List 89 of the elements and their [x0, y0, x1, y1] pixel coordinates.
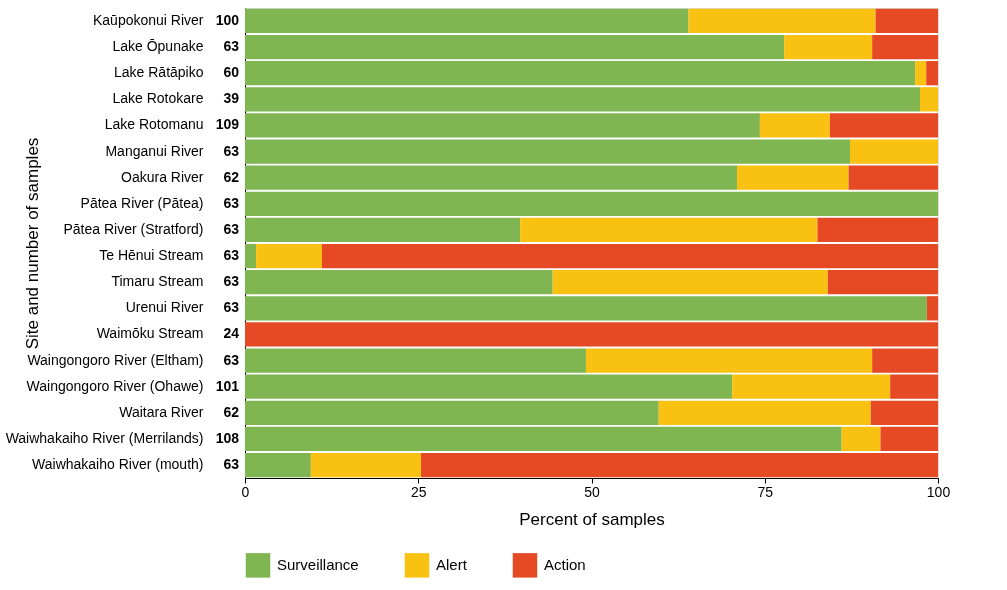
x-tick-label: 100 [926, 483, 951, 500]
bar [245, 34, 785, 60]
text: 108 [215, 429, 240, 446]
bar [915, 61, 927, 86]
text: 39 [223, 90, 240, 107]
bar [245, 348, 586, 373]
text: 63 [223, 220, 240, 237]
text: 109 [215, 116, 240, 133]
bar [890, 374, 938, 399]
bar [245, 426, 842, 452]
bar [520, 217, 818, 243]
bar [245, 452, 311, 478]
text: 63 [223, 194, 240, 211]
bar [245, 61, 916, 86]
text: 63 [223, 456, 240, 473]
bar [245, 191, 938, 216]
bar [245, 165, 738, 190]
bar [688, 8, 876, 34]
y-tick-label: Urenui River [125, 299, 204, 316]
bar [841, 426, 881, 452]
legend-label: Surveillance [277, 556, 359, 574]
y-tick-label: Waiwhakaiho River (Merrilands) [5, 429, 204, 446]
y-tick-label: Waingongoro River (Eltham) [27, 351, 204, 368]
bar [245, 8, 689, 34]
x-tick-label: 50 [584, 483, 600, 500]
bar [784, 34, 873, 60]
bar [848, 165, 938, 190]
bar [827, 270, 938, 295]
bar [421, 452, 938, 478]
bar [321, 243, 938, 269]
bar [256, 243, 322, 269]
text: 62 [223, 168, 240, 185]
bar [817, 217, 938, 243]
bar [875, 8, 938, 34]
bar [870, 400, 938, 425]
text: 63 [223, 247, 240, 264]
y-tick-label: Lake Rotomanu [104, 116, 204, 133]
y-tick-label: Waimōku Stream [96, 325, 204, 342]
y-tick-label: Manganui River [105, 142, 204, 159]
text: 60 [223, 64, 240, 81]
x-tick-label: 25 [410, 483, 427, 500]
bar [926, 296, 938, 321]
y-tick-label: Timaru Stream [111, 273, 204, 290]
x-tick-label: 0 [241, 483, 250, 500]
y-tick-label: Pātea River (Pātea) [80, 194, 204, 211]
bar [245, 296, 927, 321]
bar [926, 61, 938, 86]
y-tick-label: Waitara River [119, 403, 204, 420]
text: 63 [223, 299, 240, 316]
y-tick-label: Kaūpokonui River [92, 11, 204, 28]
y-tick-label: Pātea River (Stratford) [63, 220, 204, 237]
bar [245, 87, 920, 112]
bar [880, 426, 938, 452]
bar [552, 270, 828, 295]
text: 100 [215, 11, 240, 28]
bar [310, 452, 422, 478]
text: 63 [223, 142, 240, 159]
x-tick-label: 75 [757, 483, 774, 500]
y-tick-label: Lake Rātāpiko [113, 64, 204, 81]
bar [585, 348, 873, 373]
text: 101 [215, 377, 240, 394]
bar [245, 374, 733, 399]
bar [658, 400, 871, 425]
bar [732, 374, 891, 399]
y-tick-label: Oakura River [121, 168, 204, 185]
text: 24 [223, 325, 240, 342]
text: 63 [223, 273, 240, 290]
y-tick-label: Lake Ōpunake [112, 38, 204, 55]
text: 62 [223, 403, 240, 420]
bar [245, 400, 659, 425]
legend-label: Alert [436, 556, 468, 574]
y-tick-label: Lake Rotokare [112, 90, 204, 107]
bar [849, 139, 938, 164]
bar [245, 243, 257, 269]
bar [737, 165, 849, 190]
text: 63 [223, 351, 240, 368]
bar [919, 87, 938, 112]
bar [245, 270, 553, 295]
y-tick-label: Waingongoro River (Ohawe) [26, 377, 204, 394]
y-tick-label: Waiwhakaiho River (mouth) [32, 456, 204, 473]
y-axis-title: Site and number of samples [22, 137, 42, 350]
x-axis-title: Percent of samples [519, 509, 665, 529]
bar [872, 34, 938, 60]
y-tick-label: Te Hēnui Stream [99, 247, 204, 264]
legend-label: Action [544, 556, 586, 574]
bar [245, 217, 521, 243]
text: 63 [223, 38, 240, 55]
bar [759, 113, 830, 138]
bar [829, 113, 938, 138]
